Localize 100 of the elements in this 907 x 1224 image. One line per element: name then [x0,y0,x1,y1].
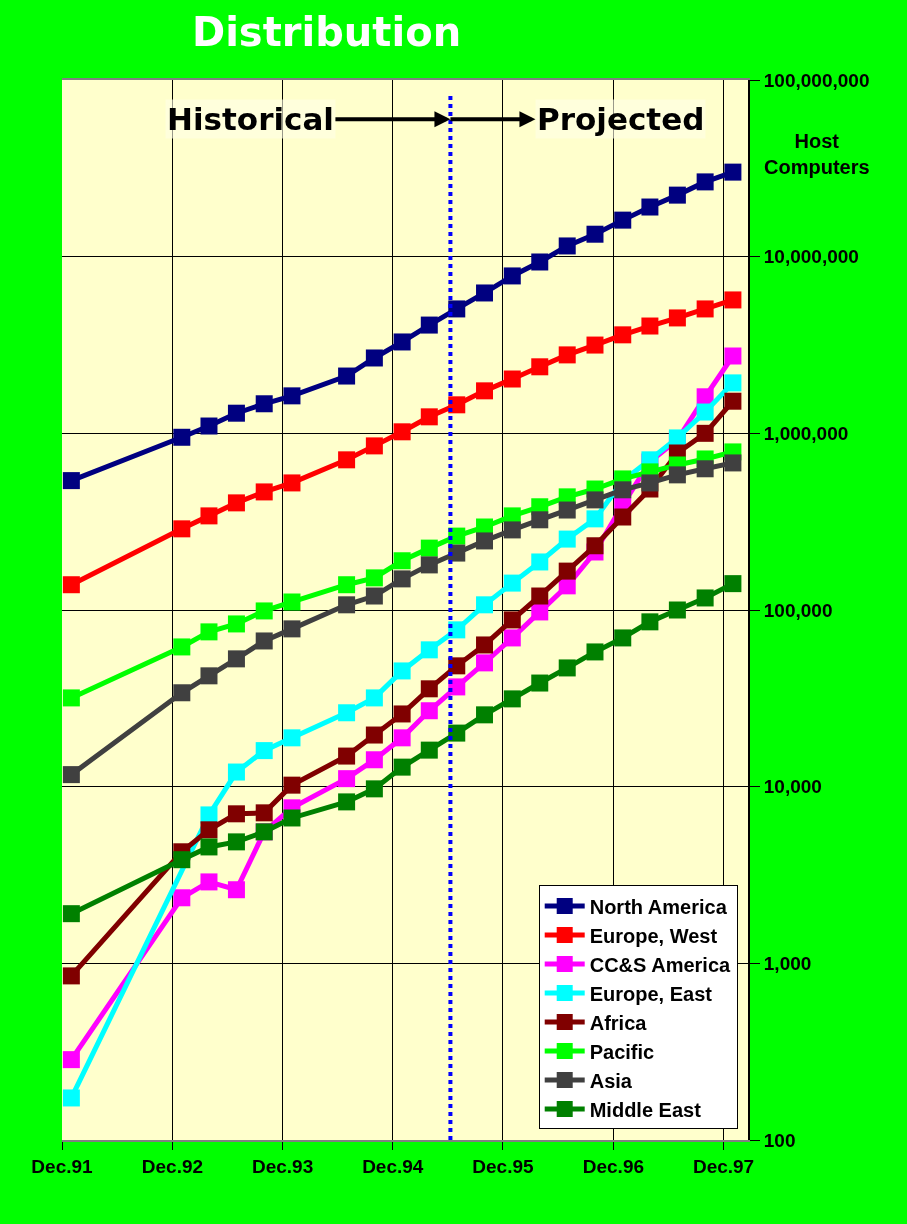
point [420,741,438,759]
point [614,211,632,229]
point [531,674,549,692]
point [227,805,245,823]
point [227,881,245,899]
point [503,611,521,629]
point [696,589,714,607]
chart-title: Distribution [191,9,462,56]
point [641,317,659,335]
point [365,726,383,744]
point [558,659,576,677]
point [420,641,438,659]
point [476,532,494,550]
point [283,387,301,405]
point [365,751,383,769]
point [476,654,494,672]
point [393,662,411,680]
point [227,650,245,668]
point [173,428,191,446]
point [476,596,494,614]
y-axis-title: Host Computers [764,130,870,178]
point [365,569,383,587]
y-tick-label: 1,000,000 [763,422,849,444]
point [62,1051,80,1069]
point [255,632,273,650]
point [420,539,438,557]
point [227,404,245,422]
point [586,510,604,528]
point [586,336,604,354]
point [200,623,218,641]
x-tick-label: Dec.96 [582,1155,645,1177]
point [227,615,245,633]
point [62,472,80,490]
point [283,776,301,794]
x-tick-label: Dec.95 [472,1155,534,1177]
point [200,507,218,525]
point [668,466,686,484]
point [255,804,273,822]
point [338,704,356,722]
point [173,851,191,869]
legend-label: Middle East [589,1098,702,1121]
point [724,575,742,593]
point [338,367,356,385]
point [393,758,411,776]
point [558,237,576,255]
point [641,198,659,216]
legend-label: Pacific [589,1040,655,1063]
y-tick-label: 100,000,000 [763,69,870,91]
point [255,742,273,760]
point [62,766,80,784]
point [338,747,356,765]
point [338,770,356,788]
y-tick-label: 100 [763,1129,796,1151]
point [586,643,604,661]
point [338,793,356,811]
legend-label: Europe, West [589,924,718,947]
point [614,508,632,526]
legend-label: North America [589,895,728,918]
point [338,596,356,614]
point [614,481,632,499]
point [283,593,301,611]
point [558,501,576,519]
point [173,520,191,538]
point [365,349,383,367]
point [62,689,80,707]
x-tick-label: Dec.92 [141,1155,204,1177]
point [255,395,273,413]
point [531,253,549,271]
x-tick-label: Dec.93 [251,1155,314,1177]
point [531,511,549,529]
point [283,809,301,827]
point [227,763,245,781]
point [62,576,80,594]
point [586,537,604,555]
point [696,424,714,442]
point [724,374,742,392]
point [503,267,521,285]
point [531,587,549,605]
point [420,702,438,720]
point [476,636,494,654]
point [62,1089,80,1107]
point [503,574,521,592]
point [503,690,521,708]
point [283,620,301,638]
point [283,474,301,492]
point [200,821,218,839]
point [641,613,659,631]
point [668,186,686,204]
point [724,347,742,365]
point [393,423,411,441]
point [420,680,438,698]
point [420,408,438,426]
point [420,316,438,334]
point [227,494,245,512]
point [531,553,549,571]
point [724,163,742,181]
legend-label: Europe, East [589,982,713,1005]
y-tick-label: 100,000 [763,599,833,621]
y-tick-label: 10,000 [763,776,822,798]
point [200,417,218,435]
